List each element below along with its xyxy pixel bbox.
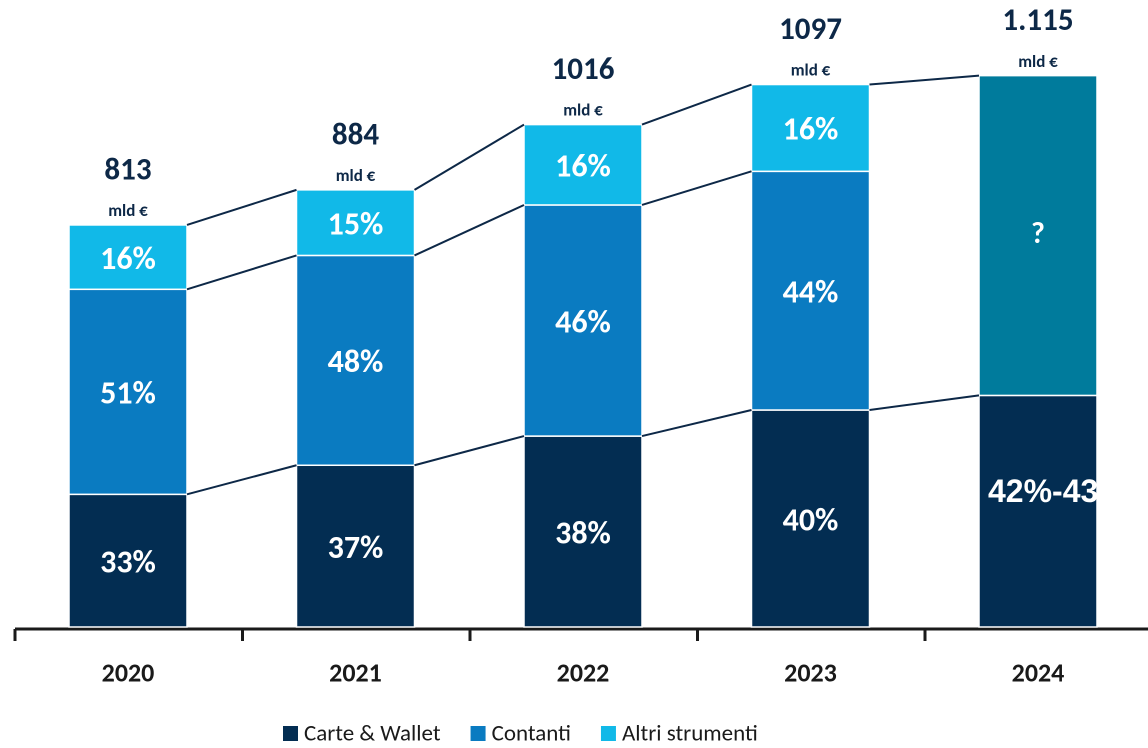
segment-label: 51%: [100, 374, 156, 413]
legend-label: Carte & Wallet: [304, 719, 441, 747]
total-label: 884: [332, 115, 379, 153]
total-label: 1016: [552, 50, 615, 88]
connector: [186, 464, 297, 496]
connector: [869, 74, 980, 86]
bar-segment: [523, 204, 643, 437]
bar-segment: [295, 189, 416, 257]
segment-label: 37%: [328, 528, 384, 567]
connector: [414, 435, 525, 467]
segment-label: 16%: [783, 110, 839, 149]
segment-label: 16%: [555, 147, 611, 186]
legend-swatch: [283, 726, 298, 741]
x-tick-label: 2022: [557, 656, 610, 688]
segment-label: 33%: [100, 542, 156, 581]
bar-segment: [68, 493, 188, 628]
segment-label: 46%: [555, 302, 611, 341]
x-tick-label: 2020: [102, 656, 155, 688]
connector: [641, 170, 752, 206]
connector: [869, 394, 980, 412]
bar-segment: [978, 394, 1098, 628]
legend-swatch: [600, 726, 616, 741]
total-label: 1097: [779, 10, 842, 48]
x-tick-label: 2021: [329, 656, 382, 688]
total-unit: mld €: [563, 100, 603, 121]
connector: [413, 123, 525, 191]
connector: [186, 188, 297, 226]
x-tick-label: 2024: [1012, 656, 1065, 688]
legend-label: Contanti: [492, 719, 571, 747]
bar-segment: [750, 409, 871, 628]
connector: [414, 204, 525, 257]
segment-label: 42%-43: [988, 473, 1099, 510]
total-unit: mld €: [1018, 51, 1058, 72]
total-unit: mld €: [791, 60, 831, 81]
bar-segment: [68, 288, 188, 496]
bar-segment: [523, 123, 643, 206]
segment-label: 38%: [555, 513, 611, 552]
total-label: 813: [104, 150, 151, 188]
bar-segment: [750, 83, 871, 173]
connector: [641, 83, 752, 126]
segment-label: 44%: [783, 272, 839, 311]
total-label: 1.115: [1002, 1, 1073, 39]
bar-segment: [750, 170, 871, 411]
bar-segment: [523, 435, 643, 628]
legend-label: Altri strumenti: [622, 719, 758, 747]
bar-segment: [295, 254, 416, 467]
connector: [186, 254, 297, 291]
segment-label: 48%: [328, 342, 384, 381]
x-tick-label: 2023: [784, 656, 837, 688]
segment-label: ?: [1031, 215, 1045, 252]
total-unit: mld €: [108, 200, 148, 221]
legend-swatch: [470, 726, 486, 741]
segment-label: 15%: [328, 204, 384, 243]
total-unit: mld €: [336, 165, 376, 186]
connector: [641, 409, 752, 438]
bar-segment: [68, 224, 188, 291]
segment-label: 40%: [783, 500, 839, 539]
segment-label: 16%: [100, 239, 156, 278]
bar-segment-unknown: [978, 74, 1098, 397]
